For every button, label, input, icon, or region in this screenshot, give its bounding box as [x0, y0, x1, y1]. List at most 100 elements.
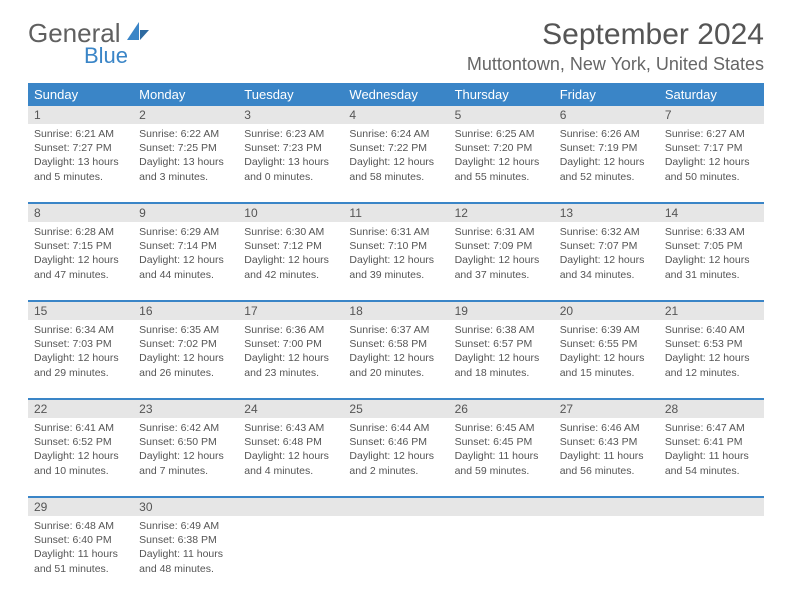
day-info: Sunrise: 6:31 AMSunset: 7:10 PMDaylight:… — [349, 225, 442, 282]
sunset-text: Sunset: 6:43 PM — [560, 435, 653, 449]
daylight1-text: Daylight: 12 hours — [349, 253, 442, 267]
daylight2-text: and 58 minutes. — [349, 170, 442, 184]
sunrise-text: Sunrise: 6:35 AM — [139, 323, 232, 337]
day-number — [238, 498, 343, 516]
sunrise-text: Sunrise: 6:41 AM — [34, 421, 127, 435]
day-number: 7 — [659, 106, 764, 124]
daynum-row: 22232425262728 — [28, 400, 764, 418]
day-number: 6 — [554, 106, 659, 124]
day-info: Sunrise: 6:49 AMSunset: 6:38 PMDaylight:… — [139, 519, 232, 576]
day-info: Sunrise: 6:47 AMSunset: 6:41 PMDaylight:… — [665, 421, 758, 478]
day-number: 1 — [28, 106, 133, 124]
day-info: Sunrise: 6:37 AMSunset: 6:58 PMDaylight:… — [349, 323, 442, 380]
daylight2-text: and 47 minutes. — [34, 268, 127, 282]
daylight1-text: Daylight: 12 hours — [455, 351, 548, 365]
daylight1-text: Daylight: 12 hours — [560, 155, 653, 169]
sunrise-text: Sunrise: 6:40 AM — [665, 323, 758, 337]
day-number: 11 — [343, 204, 448, 222]
day-cell: Sunrise: 6:48 AMSunset: 6:40 PMDaylight:… — [28, 516, 133, 594]
daylight2-text: and 34 minutes. — [560, 268, 653, 282]
sunset-text: Sunset: 7:14 PM — [139, 239, 232, 253]
sunrise-text: Sunrise: 6:26 AM — [560, 127, 653, 141]
day-info: Sunrise: 6:26 AMSunset: 7:19 PMDaylight:… — [560, 127, 653, 184]
day-cell — [554, 516, 659, 594]
day-number: 19 — [449, 302, 554, 320]
daynum-row: 2930 — [28, 498, 764, 516]
day-number: 5 — [449, 106, 554, 124]
daylight2-text: and 29 minutes. — [34, 366, 127, 380]
sunrise-text: Sunrise: 6:31 AM — [349, 225, 442, 239]
daylight2-text: and 20 minutes. — [349, 366, 442, 380]
day-info: Sunrise: 6:21 AMSunset: 7:27 PMDaylight:… — [34, 127, 127, 184]
weekday-header: Thursday — [449, 83, 554, 106]
day-info: Sunrise: 6:32 AMSunset: 7:07 PMDaylight:… — [560, 225, 653, 282]
sunset-text: Sunset: 6:52 PM — [34, 435, 127, 449]
daylight1-text: Daylight: 12 hours — [244, 449, 337, 463]
day-info: Sunrise: 6:44 AMSunset: 6:46 PMDaylight:… — [349, 421, 442, 478]
sunrise-text: Sunrise: 6:44 AM — [349, 421, 442, 435]
sunset-text: Sunset: 6:58 PM — [349, 337, 442, 351]
sunset-text: Sunset: 6:55 PM — [560, 337, 653, 351]
sunrise-text: Sunrise: 6:37 AM — [349, 323, 442, 337]
daylight1-text: Daylight: 11 hours — [139, 547, 232, 561]
sunset-text: Sunset: 7:02 PM — [139, 337, 232, 351]
day-cell: Sunrise: 6:37 AMSunset: 6:58 PMDaylight:… — [343, 320, 448, 398]
sunrise-text: Sunrise: 6:31 AM — [455, 225, 548, 239]
sunrise-text: Sunrise: 6:29 AM — [139, 225, 232, 239]
day-cell: Sunrise: 6:28 AMSunset: 7:15 PMDaylight:… — [28, 222, 133, 300]
daylight2-text: and 55 minutes. — [455, 170, 548, 184]
sunset-text: Sunset: 6:50 PM — [139, 435, 232, 449]
daylight2-text: and 12 minutes. — [665, 366, 758, 380]
sunset-text: Sunset: 7:00 PM — [244, 337, 337, 351]
day-cell: Sunrise: 6:45 AMSunset: 6:45 PMDaylight:… — [449, 418, 554, 496]
day-cell: Sunrise: 6:24 AMSunset: 7:22 PMDaylight:… — [343, 124, 448, 202]
weekday-header: Saturday — [659, 83, 764, 106]
day-number: 25 — [343, 400, 448, 418]
daynum-row: 891011121314 — [28, 204, 764, 222]
day-cell: Sunrise: 6:33 AMSunset: 7:05 PMDaylight:… — [659, 222, 764, 300]
day-info: Sunrise: 6:33 AMSunset: 7:05 PMDaylight:… — [665, 225, 758, 282]
daylight1-text: Daylight: 12 hours — [139, 351, 232, 365]
day-number: 15 — [28, 302, 133, 320]
sunrise-text: Sunrise: 6:48 AM — [34, 519, 127, 533]
day-info: Sunrise: 6:46 AMSunset: 6:43 PMDaylight:… — [560, 421, 653, 478]
daylight1-text: Daylight: 12 hours — [34, 449, 127, 463]
day-number: 22 — [28, 400, 133, 418]
day-number: 18 — [343, 302, 448, 320]
month-title: September 2024 — [467, 18, 764, 52]
day-cell: Sunrise: 6:36 AMSunset: 7:00 PMDaylight:… — [238, 320, 343, 398]
daylight1-text: Daylight: 11 hours — [455, 449, 548, 463]
daylight1-text: Daylight: 12 hours — [349, 155, 442, 169]
daylight2-text: and 0 minutes. — [244, 170, 337, 184]
daylight1-text: Daylight: 12 hours — [665, 155, 758, 169]
day-number — [554, 498, 659, 516]
sunrise-text: Sunrise: 6:38 AM — [455, 323, 548, 337]
day-cell: Sunrise: 6:30 AMSunset: 7:12 PMDaylight:… — [238, 222, 343, 300]
day-cell: Sunrise: 6:26 AMSunset: 7:19 PMDaylight:… — [554, 124, 659, 202]
daylight1-text: Daylight: 11 hours — [665, 449, 758, 463]
day-info: Sunrise: 6:43 AMSunset: 6:48 PMDaylight:… — [244, 421, 337, 478]
day-cell: Sunrise: 6:31 AMSunset: 7:09 PMDaylight:… — [449, 222, 554, 300]
sunrise-text: Sunrise: 6:36 AM — [244, 323, 337, 337]
sunset-text: Sunset: 6:45 PM — [455, 435, 548, 449]
weekday-header: Sunday — [28, 83, 133, 106]
day-cell: Sunrise: 6:38 AMSunset: 6:57 PMDaylight:… — [449, 320, 554, 398]
daylight1-text: Daylight: 12 hours — [665, 253, 758, 267]
sunrise-text: Sunrise: 6:33 AM — [665, 225, 758, 239]
day-cell — [659, 516, 764, 594]
week-row: Sunrise: 6:34 AMSunset: 7:03 PMDaylight:… — [28, 320, 764, 400]
day-info: Sunrise: 6:38 AMSunset: 6:57 PMDaylight:… — [455, 323, 548, 380]
daylight2-text: and 37 minutes. — [455, 268, 548, 282]
day-cell: Sunrise: 6:23 AMSunset: 7:23 PMDaylight:… — [238, 124, 343, 202]
day-cell: Sunrise: 6:21 AMSunset: 7:27 PMDaylight:… — [28, 124, 133, 202]
daylight2-text: and 10 minutes. — [34, 464, 127, 478]
sunset-text: Sunset: 7:09 PM — [455, 239, 548, 253]
daylight2-text: and 4 minutes. — [244, 464, 337, 478]
week-row: Sunrise: 6:21 AMSunset: 7:27 PMDaylight:… — [28, 124, 764, 204]
day-info: Sunrise: 6:35 AMSunset: 7:02 PMDaylight:… — [139, 323, 232, 380]
daylight2-text: and 23 minutes. — [244, 366, 337, 380]
sunset-text: Sunset: 7:12 PM — [244, 239, 337, 253]
sunset-text: Sunset: 7:19 PM — [560, 141, 653, 155]
sunrise-text: Sunrise: 6:23 AM — [244, 127, 337, 141]
weekday-header: Friday — [554, 83, 659, 106]
